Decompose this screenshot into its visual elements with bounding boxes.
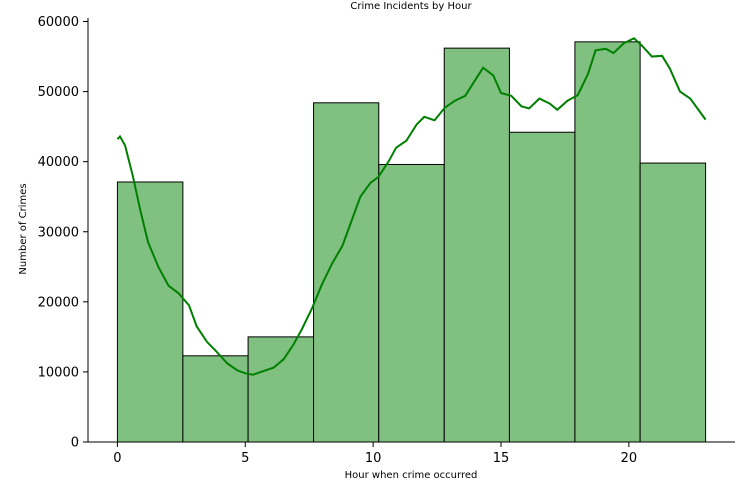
y-tick-label: 30000 [38, 225, 79, 240]
histogram-bar-4 [378, 163, 445, 443]
histogram-bar-7 [574, 41, 641, 443]
histogram-bar-0 [116, 181, 184, 443]
bars-group [116, 41, 707, 443]
histogram-bar-3 [313, 102, 380, 443]
x-tick-label: 20 [621, 451, 638, 466]
histogram-bar-1 [182, 355, 249, 443]
x-ticks-group: 0 5 10 15 20 [113, 442, 637, 466]
y-tick-label: 40000 [38, 155, 79, 170]
chart-title: Crime Incidents by Hour [350, 1, 472, 12]
histogram-bar-8 [639, 162, 707, 443]
y-tick-label: 60000 [38, 15, 79, 30]
histogram-bar-2 [247, 336, 315, 443]
histogram-bar-6 [508, 131, 576, 443]
x-axis-title: Hour when crime occurred [345, 470, 478, 481]
y-tick-label: 0 [71, 436, 79, 451]
x-tick-label: 10 [365, 451, 382, 466]
y-tick-label: 20000 [38, 295, 79, 310]
x-tick-label: 0 [113, 451, 121, 466]
histogram-bar-5 [443, 47, 510, 443]
y-ticks-group: 0 10000 20000 30000 40000 50000 60000 [38, 15, 88, 451]
y-axis-title: Number of Crimes [18, 183, 29, 274]
x-tick-label: 5 [241, 451, 249, 466]
kde-density-line [116, 37, 707, 376]
y-tick-label: 50000 [38, 85, 79, 100]
y-tick-label: 10000 [38, 365, 79, 380]
x-tick-label: 15 [493, 451, 510, 466]
